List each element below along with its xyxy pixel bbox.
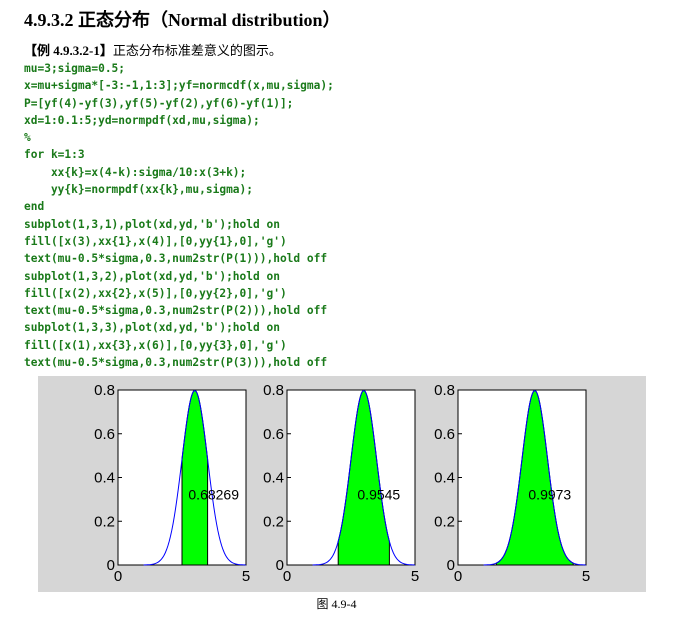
y-tick-label: 0.2 [263,513,284,530]
example-line: 【例 4.9.3.2-1】正态分布标准差意义的图示。 [24,40,282,59]
code-line: xd=1:0.1:5;yd=normpdf(xd,mu,sigma); [24,113,260,127]
y-tick-label: 0.4 [434,470,455,487]
probability-label: 0.9545 [357,486,400,502]
x-tick-label: 0 [283,568,291,585]
y-tick-label: 0.4 [94,470,115,487]
y-tick-label: 0.8 [94,382,115,399]
y-tick-label: 0.6 [434,426,455,443]
pdf-curve [483,389,587,566]
figure-caption: 图 4.9-4 [316,597,357,611]
x-tick-label: 5 [582,568,590,585]
code-line: subplot(1,3,3),plot(xd,yd,'b');hold on [24,321,280,335]
y-tick-label: 0.6 [263,426,284,443]
y-tick-label: 0 [107,557,115,574]
code-line: end [24,200,45,214]
code-line: text(mu-0.5*sigma,0.3,num2str(P(3))),hol… [24,356,328,370]
pdf-curve [312,389,416,566]
y-tick-label: 0.4 [263,470,284,487]
y-tick-label: 0.6 [94,426,115,443]
probability-label: 0.9973 [528,486,571,502]
y-tick-label: 0.2 [434,513,455,530]
y-tick-label: 0.8 [263,382,284,399]
x-tick-label: 0 [454,568,462,585]
code-line: % [24,131,31,145]
x-tick-label: 5 [411,568,419,585]
probability-label: 0.68269 [188,486,239,502]
code-block: mu=3;sigma=0.5; x=mu+sigma*[-3:-1,1:3];yf… [24,60,334,371]
y-tick-label: 0.8 [434,382,455,399]
code-line: yy{k}=normpdf(xx{k},mu,sigma); [24,183,254,197]
code-line: x=mu+sigma*[-3:-1,1:3];yf=normcdf(x,mu,s… [24,79,334,93]
code-line: xx{k}=x(4-k):sigma/10:x(3+k); [24,165,247,179]
code-line: text(mu-0.5*sigma,0.3,num2str(P(2))),hol… [24,304,328,318]
x-tick-label: 0 [114,568,122,585]
code-line: mu=3;sigma=0.5; [24,62,126,75]
code-line: for k=1:3 [24,148,85,162]
code-line: fill([x(2),xx{2},x(5)],[0,yy{2},0],'g') [24,286,287,300]
code-line: subplot(1,3,1),plot(xd,yd,'b');hold on [24,217,280,231]
example-label: 【例 4.9.3.2-1】 [24,43,113,58]
section-title: 正态分布（Normal distribution） [78,10,341,30]
y-tick-label: 0 [276,557,284,574]
y-tick-label: 0 [447,557,455,574]
x-tick-label: 5 [242,568,250,585]
code-line: text(mu-0.5*sigma,0.3,num2str(P(1))),hol… [24,252,328,266]
section-number: 4.9.3.2 [24,10,74,30]
example-text: 正态分布标准差意义的图示。 [112,43,282,58]
code-line: fill([x(1),xx{3},x(6)],[0,yy{3},0],'g') [24,338,287,352]
y-tick-label: 0.2 [94,513,115,530]
code-line: fill([x(3),xx{1},x(4)],[0,yy{1},0],'g') [24,234,287,248]
section-heading: 4.9.3.2 正态分布（Normal distribution） [24,6,341,32]
code-line: P=[yf(4)-yf(3),yf(5)-yf(2),yf(6)-yf(1)]; [24,96,294,110]
pdf-curve [143,389,247,566]
code-line: subplot(1,3,2),plot(xd,yd,'b');hold on [24,269,280,283]
normal-distribution-figure: 0 0.2 0.4 0.6 0.8 0 5 0.68269 0 0.2 0.4 0.6 0.8 0 5 0.9… [94,382,590,585]
